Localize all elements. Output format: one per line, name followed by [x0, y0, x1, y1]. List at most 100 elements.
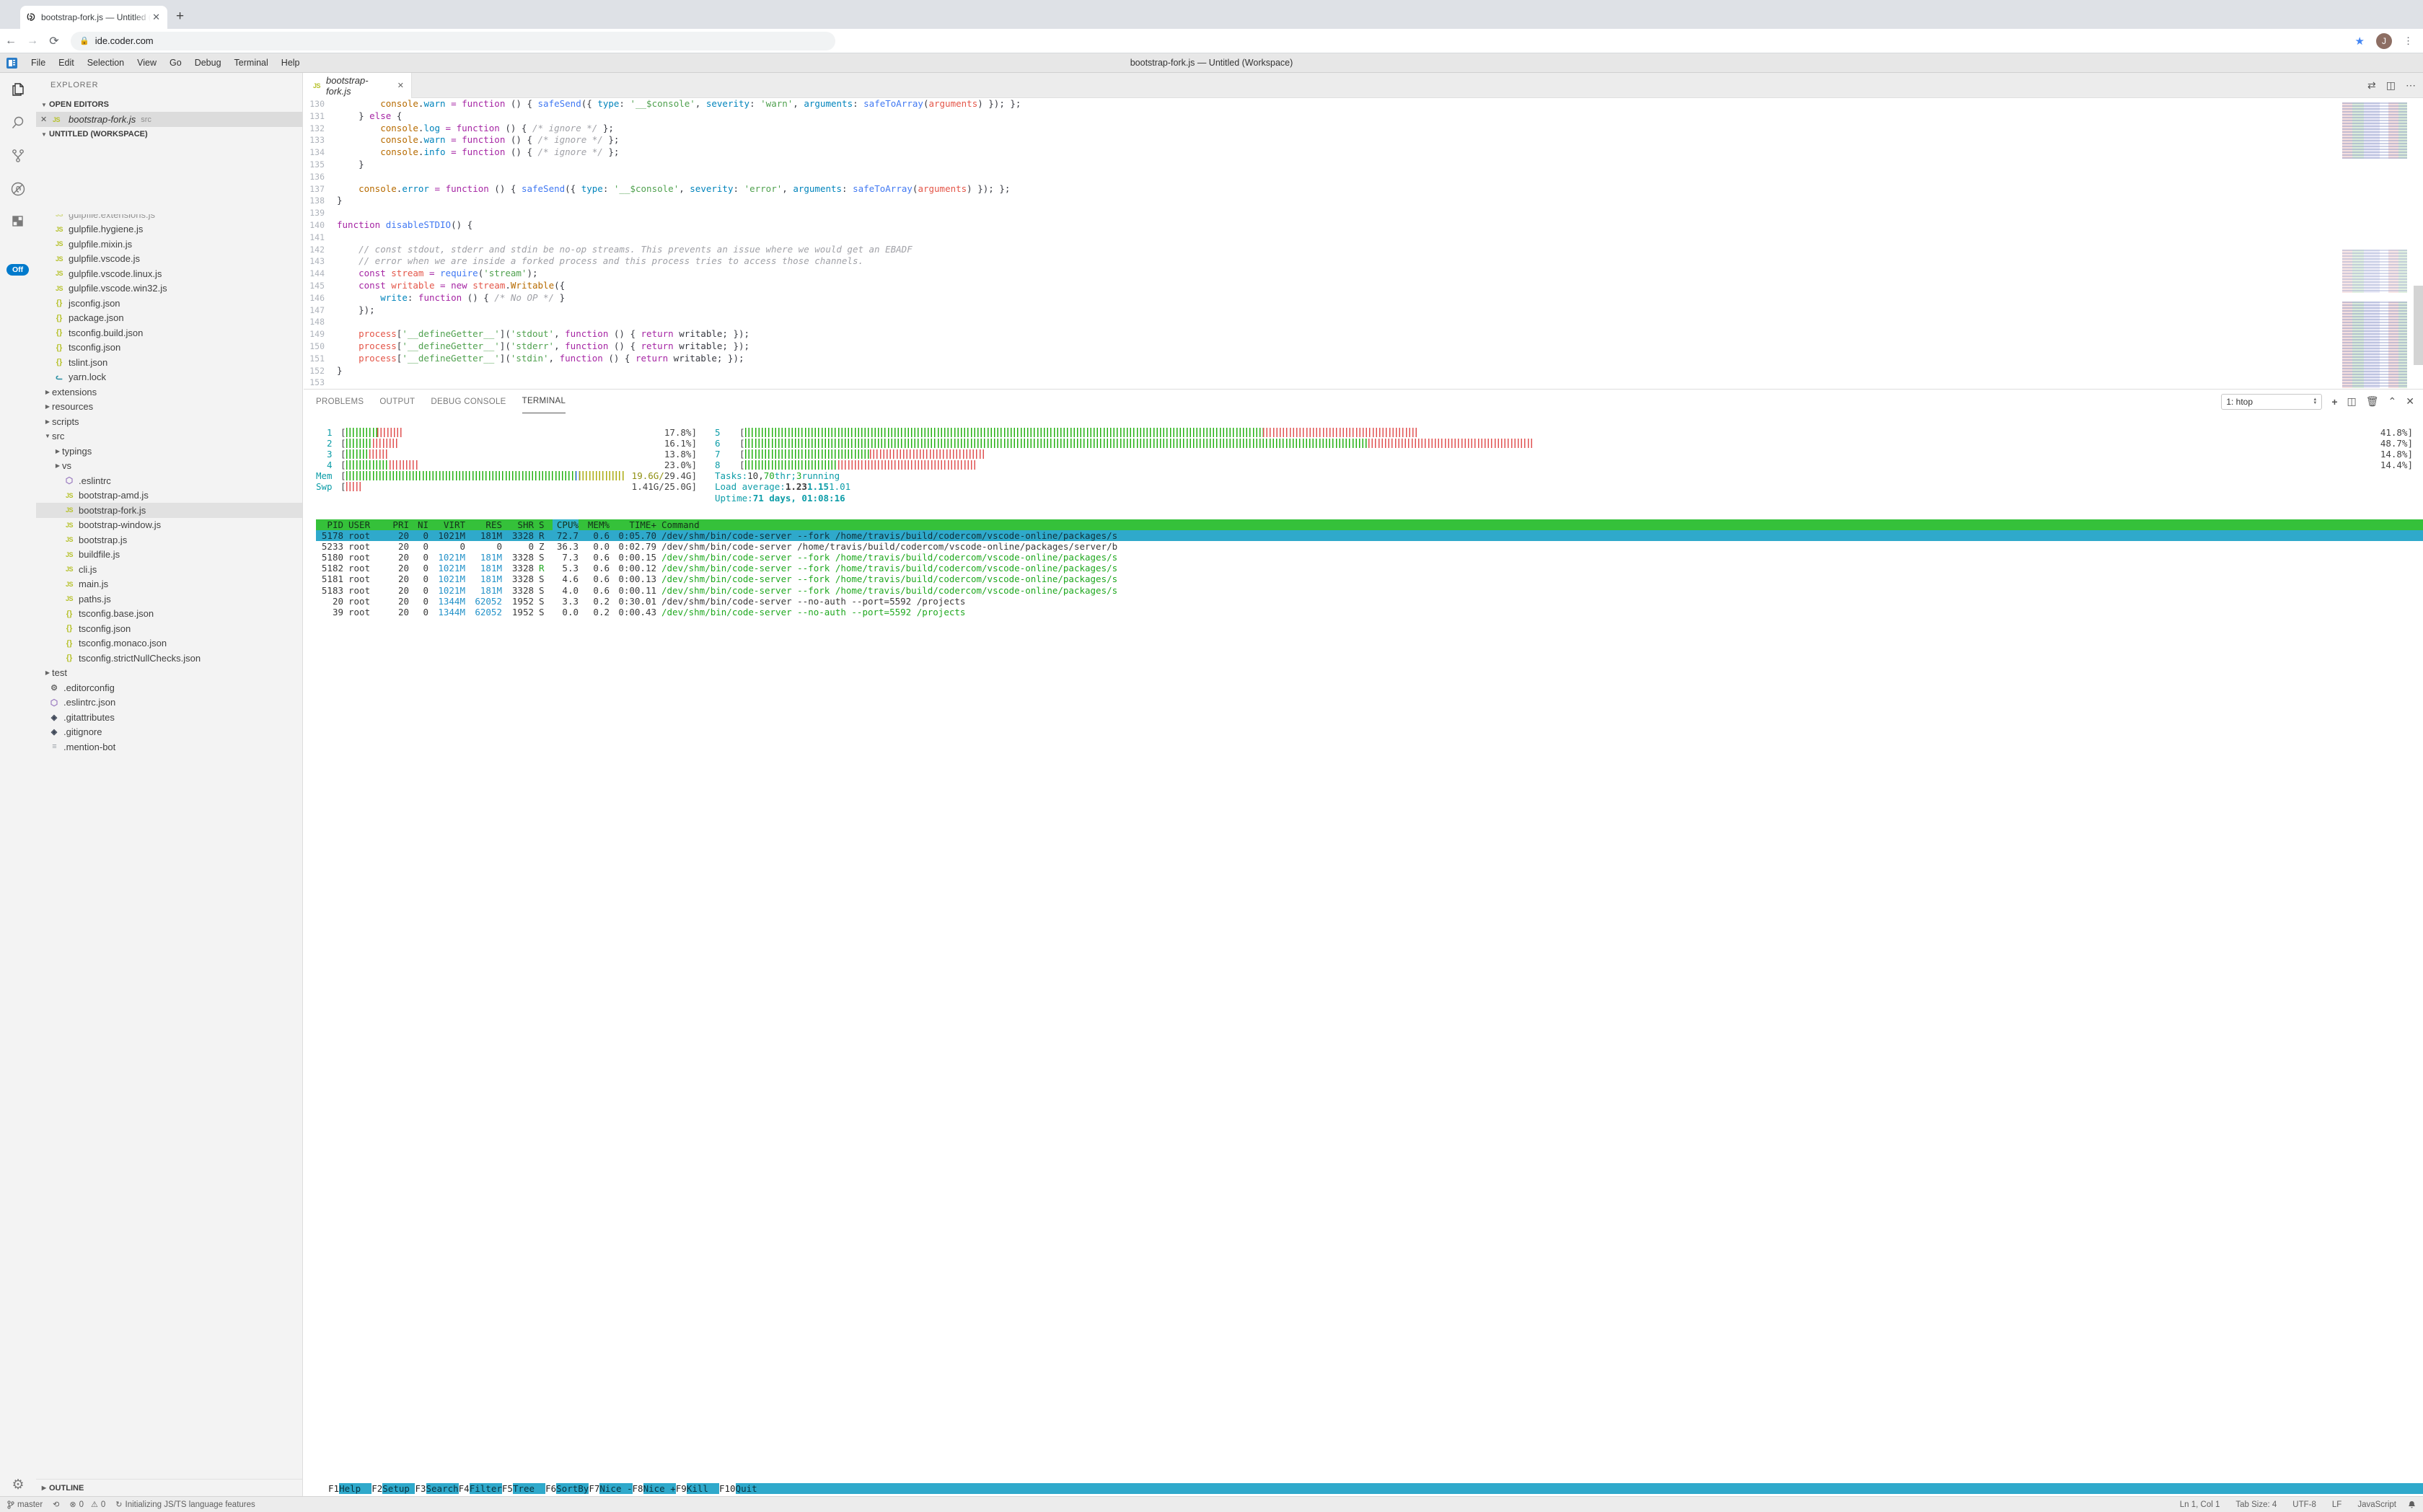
- tree-item-test[interactable]: ▶ test: [36, 666, 302, 681]
- source-control-icon[interactable]: [0, 139, 36, 172]
- tree-item-main.js[interactable]: JS main.js: [36, 577, 302, 592]
- address-bar[interactable]: 🔒 ide.coder.com: [71, 31, 835, 50]
- htop-process-row[interactable]: 5181 root 20 0 1021M 181M 3328 S 4.6 0.6 0:00.13/d…: [321, 573, 1118, 585]
- tree-item-package.json[interactable]: {} package.json: [36, 311, 302, 326]
- tree-item-.eslintrc.json[interactable]: ⬡ .eslintrc.json: [36, 695, 302, 711]
- status-javascript[interactable]: JavaScript: [2357, 1500, 2396, 1509]
- tree-item-src[interactable]: ▼ src: [36, 429, 302, 444]
- panel-tab-terminal[interactable]: TERMINAL: [522, 390, 566, 413]
- htop-process-row[interactable]: 5182 root 20 0 1021M 181M 3328 R 5.3 0.6 0:00.12/d…: [321, 563, 1118, 574]
- tree-item-tsconfig.json[interactable]: {} tsconfig.json: [36, 621, 302, 636]
- kill-terminal-icon[interactable]: 🗑: [2365, 395, 2379, 407]
- status-tab-size-4[interactable]: Tab Size: 4: [2235, 1500, 2277, 1509]
- htop-process-row[interactable]: 20 root 20 0 1344M 62052 1952 S 3.3 0.2 0:30.01/de…: [332, 595, 966, 607]
- menu-selection[interactable]: Selection: [87, 58, 125, 68]
- tree-item-jsconfig.json[interactable]: {} jsconfig.json: [36, 296, 302, 311]
- open-editor-item[interactable]: ✕ JS bootstrap-fork.js src: [36, 112, 302, 127]
- close-icon[interactable]: ✕: [397, 82, 404, 90]
- panel-tab-output[interactable]: OUTPUT: [379, 397, 415, 406]
- tree-item-tsconfig.build.json[interactable]: {} tsconfig.build.json: [36, 325, 302, 340]
- minimap[interactable]: [2338, 98, 2413, 437]
- menu-view[interactable]: View: [137, 58, 157, 68]
- tab-close-icon[interactable]: ✕: [152, 12, 160, 22]
- problems-indicator[interactable]: ⊗ 0 ⚠ 0: [69, 1500, 106, 1510]
- workspace-section[interactable]: ▼ UNTITLED (WORKSPACE): [36, 127, 302, 141]
- debug-disabled-icon[interactable]: [0, 172, 36, 206]
- open-editors-section[interactable]: ▼ OPEN EDITORS: [36, 97, 302, 112]
- status-lf[interactable]: LF: [2331, 1500, 2342, 1509]
- off-badge[interactable]: Off: [6, 264, 30, 276]
- tree-item-.editorconfig[interactable]: ⚙ .editorconfig: [36, 680, 302, 695]
- tree-item-gulpfile.mixin.js[interactable]: JS gulpfile.mixin.js: [36, 237, 302, 252]
- tree-item-tsconfig.json[interactable]: {} tsconfig.json: [36, 340, 302, 356]
- tree-item-extensions[interactable]: ▶ extensions: [36, 384, 302, 400]
- htop-process-row[interactable]: 5178 root 20 0 1021M 181M 3328 R 72.7 0.6 0:05.70/…: [316, 530, 2423, 542]
- sync-indicator[interactable]: ⟲: [53, 1500, 59, 1509]
- menu-debug[interactable]: Debug: [194, 58, 221, 68]
- tree-item-cli.js[interactable]: JS cli.js: [36, 562, 302, 577]
- panel-tab-problems[interactable]: PROBLEMS: [316, 397, 364, 406]
- tree-item-bootstrap-window.js[interactable]: JS bootstrap-window.js: [36, 518, 302, 533]
- tree-item-tsconfig.strictNullChecks.json[interactable]: {} tsconfig.strictNullChecks.json: [36, 651, 302, 666]
- menu-edit[interactable]: Edit: [58, 58, 74, 68]
- tree-item-.eslintrc[interactable]: ⬡ .eslintrc: [36, 473, 302, 488]
- reload-button[interactable]: ⟳: [49, 35, 59, 48]
- maximize-panel-icon[interactable]: ⌃: [2388, 395, 2397, 407]
- panel-tab-debug-console[interactable]: DEBUG CONSOLE: [431, 397, 506, 406]
- avatar[interactable]: J: [2376, 32, 2392, 49]
- editor-scrollbar[interactable]: [2414, 286, 2423, 365]
- tree-item-gulpfile.vscode.js[interactable]: JS gulpfile.vscode.js: [36, 252, 302, 267]
- menu-terminal[interactable]: Terminal: [234, 58, 268, 68]
- forward-button[interactable]: →: [27, 34, 38, 47]
- tree-item-tsconfig.monaco.json[interactable]: {} tsconfig.monaco.json: [36, 636, 302, 651]
- new-tab-button[interactable]: +: [176, 9, 185, 24]
- htop-process-row[interactable]: 39 root 20 0 1344M 62052 1952 S 0.0 0.2 0:00.43/de…: [332, 606, 966, 617]
- status-utf-8[interactable]: UTF-8: [2292, 1500, 2316, 1509]
- outline-section[interactable]: ▶ OUTLINE: [36, 1479, 302, 1496]
- tree-item-bootstrap-amd.js[interactable]: JS bootstrap-amd.js: [36, 488, 302, 504]
- tree-item-typings[interactable]: ▶ typings: [36, 444, 302, 459]
- split-editor-icon[interactable]: ◫: [2385, 79, 2396, 91]
- htop-process-row[interactable]: 5183 root 20 0 1021M 181M 3328 S 4.0 0.6 0:00.11/d…: [321, 584, 1118, 596]
- htop-process-row[interactable]: 5233 root 20 0 0 0 0 Z 36.3 0.0 0:02.79/dev/shm/bi…: [321, 541, 1118, 553]
- search-icon[interactable]: [0, 106, 36, 139]
- tree-item-vs[interactable]: ▶ vs: [36, 459, 302, 474]
- split-terminal-icon[interactable]: ◫: [2347, 395, 2357, 407]
- tree-item-bootstrap-fork.js[interactable]: JS bootstrap-fork.js: [36, 503, 302, 518]
- settings-gear-icon[interactable]: ⚙: [12, 1477, 25, 1493]
- tree-item-gulpfile.extensions.js[interactable]: JS gulpfile.extensions.js: [36, 214, 302, 222]
- status-ln-1-col-1[interactable]: Ln 1, Col 1: [2179, 1500, 2220, 1509]
- bookmark-star-icon[interactable]: ★: [2354, 35, 2365, 48]
- language-status[interactable]: ↻ Initializing JS/TS language features: [115, 1500, 255, 1510]
- close-panel-icon[interactable]: ✕: [2406, 395, 2414, 407]
- tree-item-.gitignore[interactable]: ◈ .gitignore: [36, 725, 302, 740]
- tree-item-buildfile.js[interactable]: JS buildfile.js: [36, 548, 302, 563]
- menu-go[interactable]: Go: [170, 58, 182, 68]
- extensions-icon[interactable]: [0, 206, 36, 239]
- app-logo-icon[interactable]: [6, 57, 17, 69]
- back-button[interactable]: ←: [5, 34, 17, 47]
- tree-item-gulpfile.vscode.linux.js[interactable]: JS gulpfile.vscode.linux.js: [36, 266, 302, 281]
- tree-item-yarn.lock[interactable]: ᓚ yarn.lock: [36, 370, 302, 385]
- editor-tab[interactable]: JS bootstrap-fork.js ✕: [304, 73, 412, 98]
- notifications-bell[interactable]: [2408, 1500, 2416, 1509]
- close-icon[interactable]: ✕: [40, 115, 48, 124]
- tree-item-.gitattributes[interactable]: ◈ .gitattributes: [36, 710, 302, 725]
- tree-item-tslint.json[interactable]: {} tslint.json: [36, 355, 302, 370]
- browser-menu-icon[interactable]: ⋮: [2403, 35, 2414, 46]
- open-changes-icon[interactable]: ⇄: [2367, 79, 2376, 91]
- menu-file[interactable]: File: [31, 58, 46, 68]
- explorer-icon[interactable]: [0, 73, 36, 106]
- tree-item-.mention-bot[interactable]: ≡ .mention-bot: [36, 739, 302, 755]
- terminal[interactable]: 1[17.8%] 2[16.1%] 3[13.8%] 4[23.0%] Mem[1…: [316, 421, 2423, 1496]
- htop-process-row[interactable]: 5180 root 20 0 1021M 181M 3328 S 7.3 0.6 0:00.15/d…: [321, 552, 1118, 563]
- tree-item-tsconfig.base.json[interactable]: {} tsconfig.base.json: [36, 607, 302, 622]
- tree-item-gulpfile.hygiene.js[interactable]: JS gulpfile.hygiene.js: [36, 222, 302, 237]
- terminal-select[interactable]: 1: htop ▲ ▼: [2221, 393, 2323, 410]
- tree-item-gulpfile.vscode.win32.js[interactable]: JS gulpfile.vscode.win32.js: [36, 281, 302, 296]
- more-actions-icon[interactable]: ⋯: [2406, 79, 2416, 91]
- browser-tab[interactable]: bootstrap-fork.js — Untitled (W ✕: [20, 6, 167, 29]
- tree-item-paths.js[interactable]: JS paths.js: [36, 592, 302, 607]
- new-terminal-icon[interactable]: +: [2331, 395, 2338, 408]
- menu-help[interactable]: Help: [281, 58, 300, 68]
